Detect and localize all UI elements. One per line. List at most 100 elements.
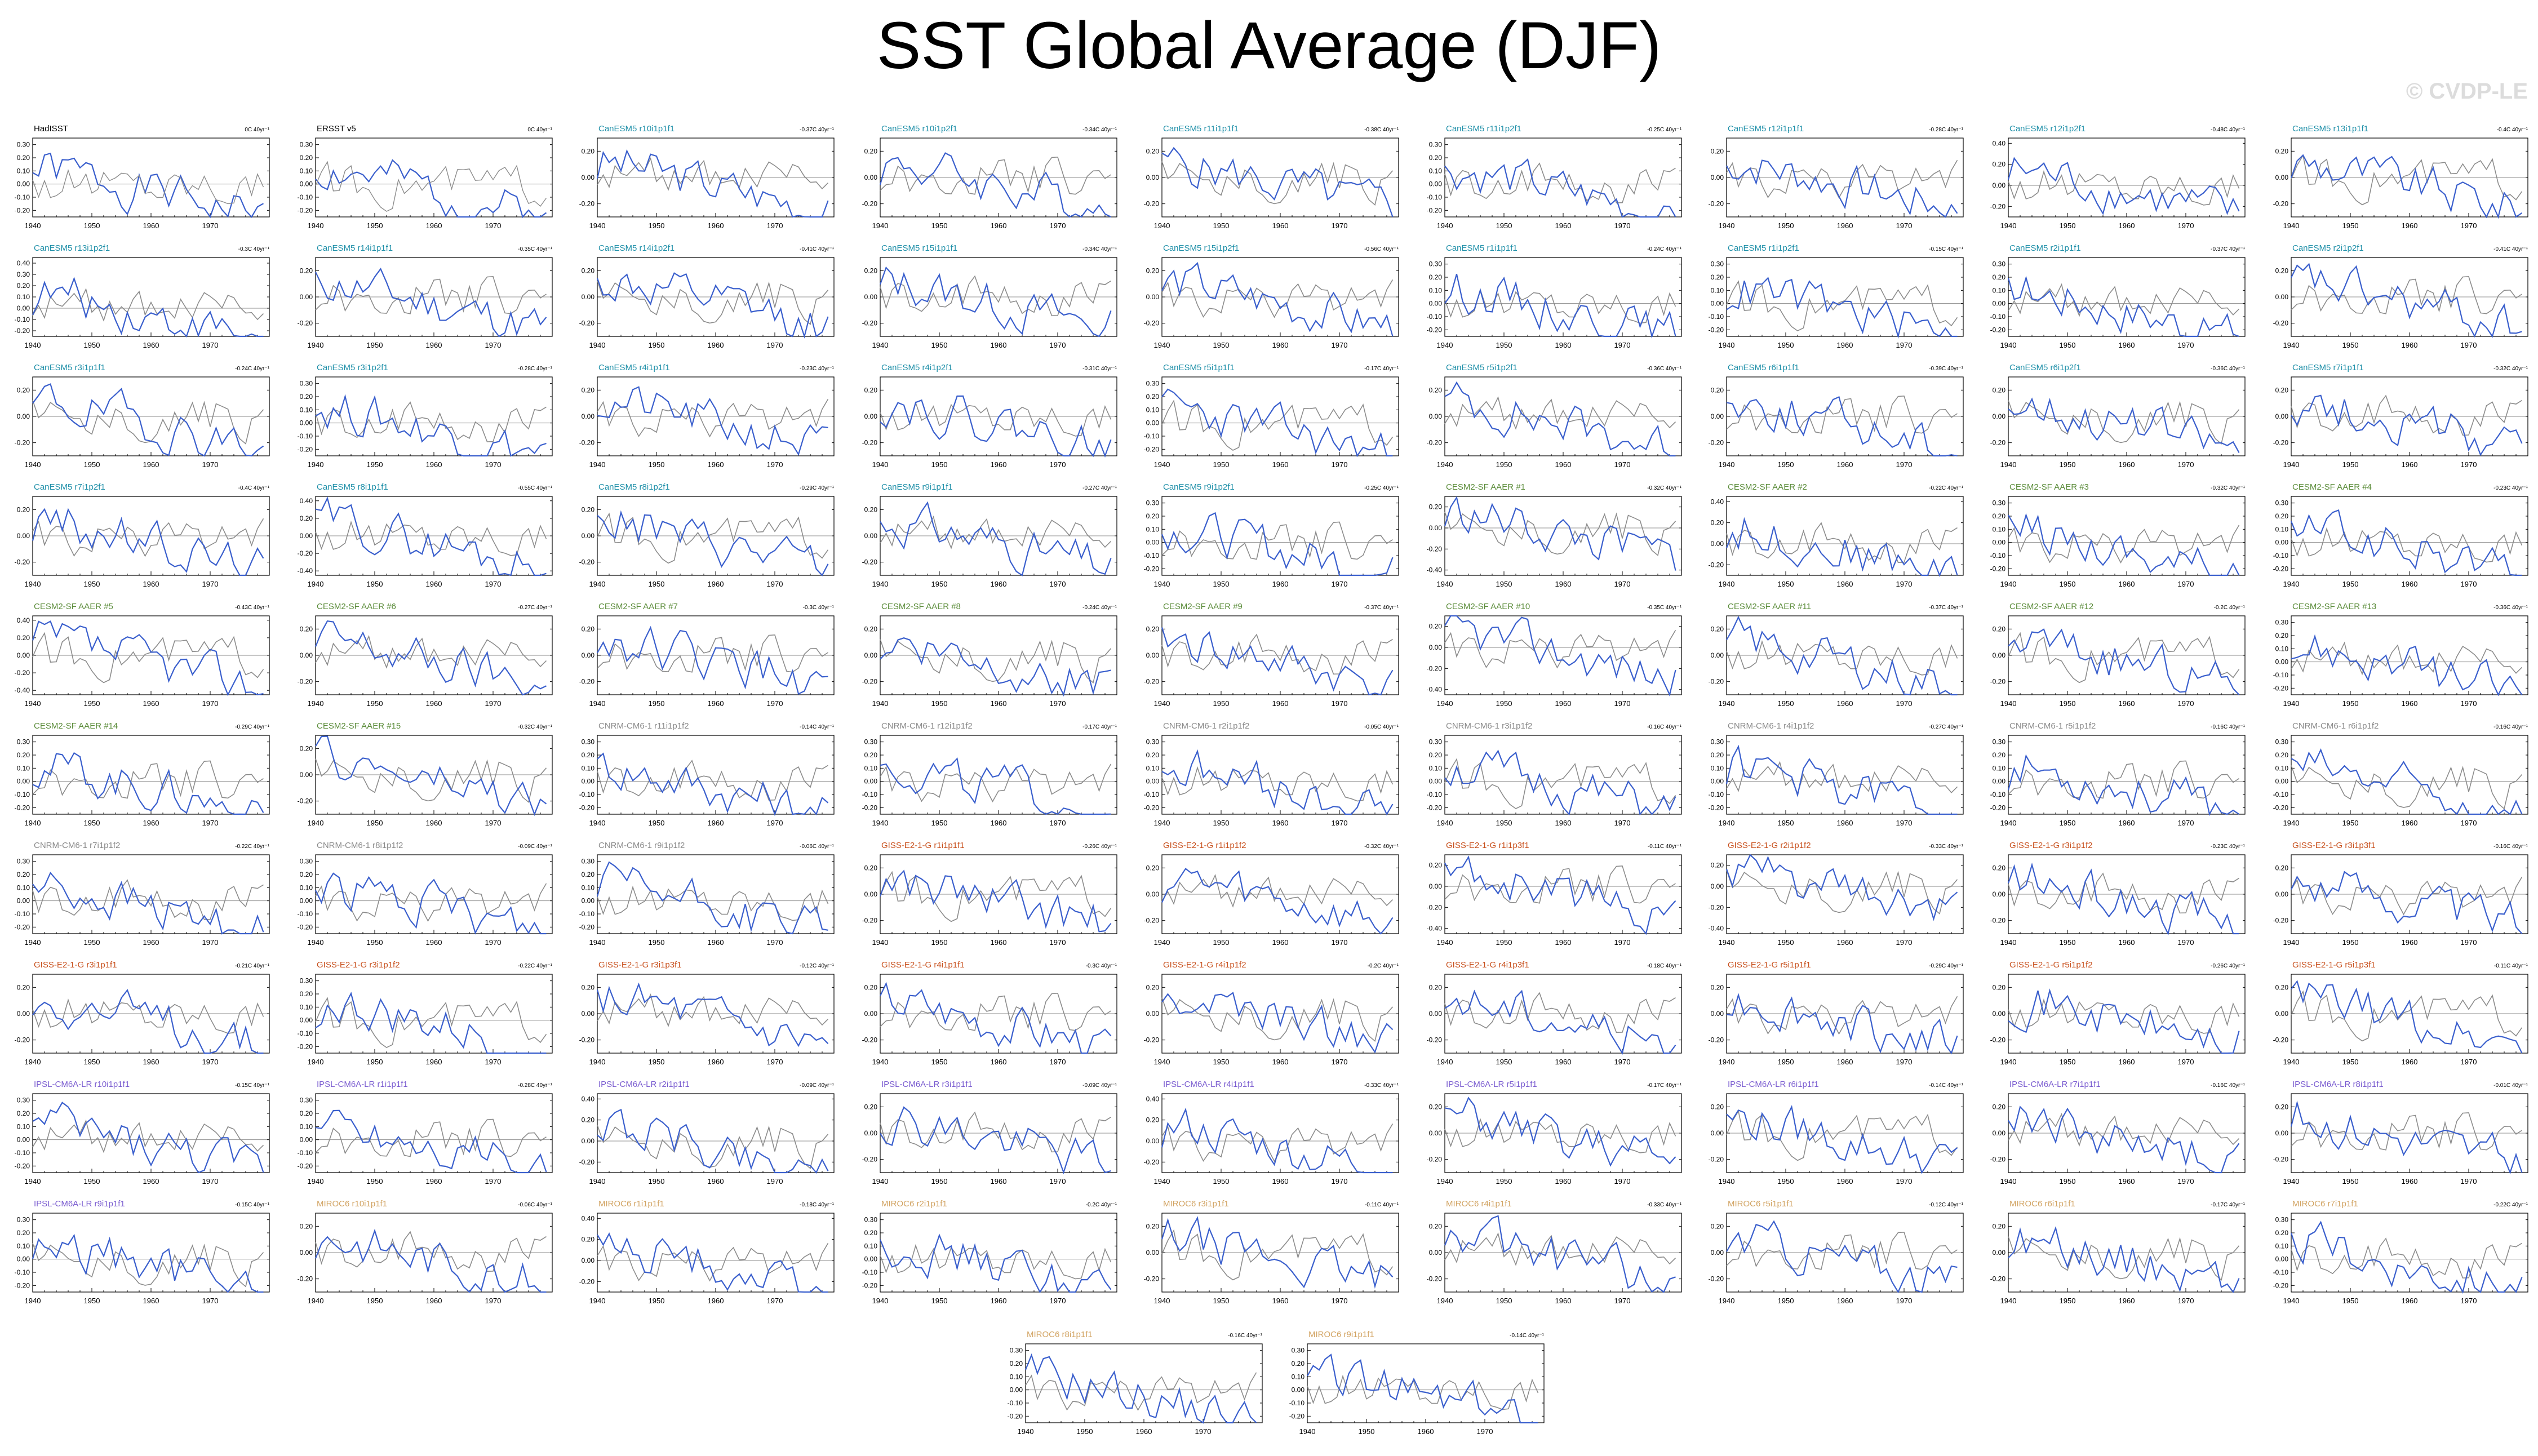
x-tick-label: 1940 [872,341,889,349]
model-series-line [1161,512,1394,576]
observation-series-line [1161,997,1394,1042]
x-tick-label: 1970 [202,341,219,349]
y-tick-label: -0.20 [862,200,878,208]
panel: CanESM5 r5i1p1f1 -0.17C 40yr⁻¹ 0.30 0.20 0.1… [1144,363,1399,469]
model-series-line [2008,397,2240,453]
x-tick-label: 1960 [426,221,442,230]
x-tick-label: 1940 [2000,1177,2017,1186]
x-tick-label: 1960 [143,1297,159,1305]
x-tick-label: 1950 [1778,1297,1794,1305]
panel-label: CanESM5 r4i1p2f1 [881,363,953,372]
x-tick-label: 1940 [2283,699,2300,708]
observation-series-line [32,169,264,205]
model-series-line [1726,159,1958,218]
x-tick-label: 1960 [2119,699,2135,708]
x-tick-label: 1940 [1154,1058,1170,1066]
x-tick-label: 1940 [1437,1177,1453,1186]
panel-frame [1161,496,1399,576]
y-tick-label: 0.30 [864,738,878,746]
observation-series-line [597,398,829,438]
x-tick-label: 1960 [991,580,1007,588]
x-tick-label: 1970 [202,460,219,469]
y-tick-label: 0.20 [1711,751,1724,759]
observation-series-line [1444,512,1676,557]
panel-trend: -0.09C 40yr⁻¹ [800,1082,835,1089]
y-tick-label: -0.40 [1427,566,1443,574]
panel-label: CESM2-SF AAER #12 [2009,602,2093,611]
panel-label: MIROC6 r4i1p1f1 [1446,1199,1512,1209]
y-tick-label: 0.20 [300,393,313,401]
panel-trend: -0.3C 40yr⁻¹ [803,605,835,611]
panel-trend: -0.22C 40yr⁻¹ [1929,485,1964,491]
panel: CanESM5 r2i1p1f1 -0.37C 40yr⁻¹ 0.30 0.20 0.1… [1990,243,2246,349]
x-tick-label: 1970 [2178,938,2194,947]
y-tick-label: -0.20 [2273,319,2289,327]
panel-trend: -0.33C 40yr⁻¹ [1647,1202,1682,1208]
model-series-line [2007,276,2239,338]
y-tick-label: 0.00 [2275,1255,2289,1263]
y-tick-label: -0.10 [298,910,313,918]
model-series-line [1725,517,1958,577]
observation-series-line [32,287,264,322]
panel-trend: -0.24C 40yr⁻¹ [235,366,270,372]
panel-label: CanESM5 r7i1p2f1 [34,482,105,492]
x-tick-label: 1940 [872,221,889,230]
y-tick-label: -0.20 [1144,445,1160,453]
x-tick-label: 1960 [426,699,442,708]
x-tick-label: 1970 [2461,341,2477,349]
y-tick-label: -0.10 [2273,552,2289,560]
y-tick-label: 0.20 [17,751,30,759]
y-tick-label: 0.00 [1993,1249,2006,1257]
x-tick-label: 1940 [589,699,606,708]
panel: MIROC6 r9i1p1f1 -0.14C 40yr⁻¹ 0.30 0.20 0.10… [1289,1330,1545,1436]
panel: CNRM-CM6-1 r8i1p1f2 -0.09C 40yr⁻¹ 0.30 0.20… [298,841,553,947]
y-tick-label: 0.00 [1146,890,1160,898]
x-tick-label: 1950 [367,341,383,349]
x-tick-label: 1960 [991,221,1007,230]
observation-series-line [32,1242,264,1288]
x-tick-label: 1940 [2000,580,2017,588]
y-tick-label: 0.30 [1146,380,1160,388]
y-tick-label: -0.20 [579,319,595,327]
y-tick-label: -0.20 [1990,202,2006,210]
y-tick-label: -0.40 [298,567,313,575]
y-tick-label: -0.20 [1144,678,1160,686]
y-tick-label: 0.20 [2275,983,2289,991]
panel-trend: -0.32C 40yr⁻¹ [1364,844,1399,850]
y-tick-label: 0.10 [2275,645,2289,652]
x-tick-label: 1960 [2119,580,2135,588]
panel-trend: -0.32C 40yr⁻¹ [2493,366,2528,372]
panel-trend: -0.18C 40yr⁻¹ [1647,963,1682,969]
y-tick-label: -0.20 [2273,684,2289,692]
y-tick-label: -0.20 [579,1277,595,1285]
y-tick-label: -0.20 [1427,439,1443,447]
panel-trend: -0.01C 40yr⁻¹ [2493,1082,2528,1089]
observation-series-line [2008,170,2240,206]
panel: CanESM5 r4i1p1f1 -0.23C 40yr⁻¹ 0.20 0.00 -0.… [579,363,835,469]
observation-series-line [880,1244,1112,1280]
panel-frame [597,735,835,815]
x-tick-label: 1950 [84,460,100,469]
model-series-line [32,508,264,576]
y-tick-label: 0.00 [300,771,313,779]
panel-trend: -0.39C 40yr⁻¹ [1929,366,1964,372]
panel-trend: -0.4C 40yr⁻¹ [2497,127,2528,133]
panel-trend: -0.35C 40yr⁻¹ [1647,605,1682,611]
model-series-line [32,1233,264,1293]
x-tick-label: 1960 [2119,938,2135,947]
x-tick-label: 1940 [1154,819,1170,827]
x-tick-label: 1960 [2402,341,2418,349]
x-tick-label: 1950 [2342,699,2359,708]
panel-label: IPSL-CM6A-LR r4i1p1f1 [1163,1080,1254,1089]
panel: CanESM5 r11i1p1f1 -0.38C 40yr⁻¹ 0.20 0.00 -0… [1144,124,1399,230]
y-tick-label: 0.20 [1993,273,2006,281]
panel-label: GISS-E2-1-G r3i1p1f1 [34,960,117,970]
y-tick-label: 0.00 [582,293,595,301]
x-tick-label: 1950 [2342,221,2359,230]
panel-label: CanESM5 r11i1p2f1 [1446,124,1521,134]
x-tick-label: 1950 [1213,341,1230,349]
model-series-line [2290,1100,2523,1175]
x-tick-label: 1960 [1837,1297,1853,1305]
panel-trend: -0.14C 40yr⁻¹ [800,724,835,730]
y-tick-label: -0.20 [1709,1036,1724,1044]
